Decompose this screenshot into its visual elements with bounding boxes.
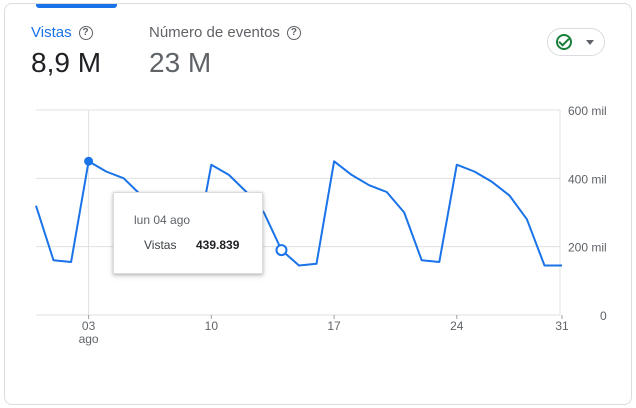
check-circle-icon [556, 34, 572, 50]
y-tick-label: 200 mil [568, 241, 607, 255]
data-point-hover [275, 244, 288, 257]
metric-value: 23 M [149, 47, 212, 78]
y-tick-label: 0 [600, 309, 607, 323]
x-tick-label: 10 [205, 319, 219, 333]
x-tick-sublabel: ago [79, 332, 99, 346]
chart-tooltip: lun 04 ago Vistas 439.839 [113, 192, 263, 274]
x-tick-label: 17 [327, 319, 341, 333]
y-tick-label: 600 mil [568, 104, 607, 118]
metric-label: Número de eventos [149, 24, 280, 41]
chevron-down-icon [586, 39, 594, 45]
tooltip-date: lun 04 ago [134, 213, 191, 227]
x-tick-label: 31 [555, 319, 569, 333]
metric-value: 8,9 M [31, 47, 102, 78]
metric-tab-vistas[interactable]: Vistas ? 8,9 M [31, 24, 101, 79]
status-dropdown[interactable] [547, 28, 605, 56]
x-tick-label: 03 [82, 319, 96, 333]
data-point-highlight [84, 156, 94, 166]
x-tick-label: 24 [450, 319, 464, 333]
metric-label: Vistas [31, 24, 72, 41]
tooltip-value: 439.839 [196, 238, 240, 252]
metric-tab-eventos[interactable]: Número de eventos ? 23 M [149, 24, 301, 79]
series-line-vistas [35, 160, 562, 267]
active-metric-indicator [36, 4, 117, 8]
tooltip-series-label: Vistas [144, 238, 177, 252]
help-icon[interactable]: ? [286, 25, 301, 40]
y-tick-label: 400 mil [568, 172, 607, 186]
chart-card [4, 3, 632, 405]
help-icon[interactable]: ? [78, 25, 93, 40]
